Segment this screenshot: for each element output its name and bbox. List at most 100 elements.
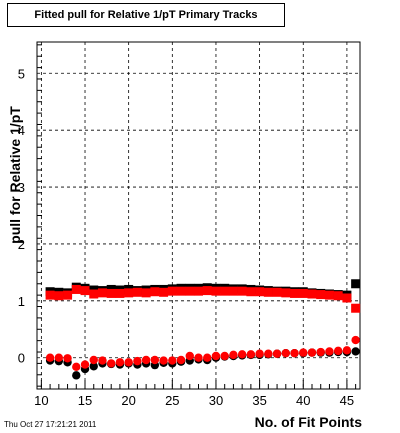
data-point-square: [298, 288, 308, 298]
data-point-square: [80, 286, 90, 296]
data-point-circle: [115, 358, 125, 367]
data-point-circle: [98, 356, 107, 365]
x-tick-label: 25: [165, 393, 179, 408]
data-point-square: [194, 286, 203, 296]
data-point-circle: [325, 347, 334, 356]
y-tick-label: 3: [18, 180, 25, 195]
x-tick-label: 10: [34, 393, 48, 408]
data-point-square: [246, 287, 256, 297]
data-point-circle: [237, 350, 247, 359]
data-point-square: [220, 286, 230, 296]
data-point-square: [106, 288, 116, 298]
y-tick-label: 2: [18, 237, 25, 252]
data-point-square: [159, 287, 169, 297]
data-point-square: [124, 288, 134, 298]
data-point-square: [324, 290, 334, 300]
data-point-circle: [316, 347, 325, 357]
x-axis-label: No. of Fit Points: [255, 414, 363, 430]
data-point-square: [115, 288, 125, 298]
data-point-circle: [185, 351, 194, 361]
data-point-square: [176, 286, 186, 296]
data-point-circle: [351, 347, 360, 356]
data-point-circle: [107, 359, 116, 368]
x-tick-label: 45: [340, 393, 354, 408]
x-tick-label: 20: [121, 393, 135, 408]
data-point-square: [63, 290, 73, 300]
data-point-circle: [63, 354, 72, 363]
x-tick-label: 15: [78, 393, 92, 408]
data-point-circle: [150, 355, 160, 365]
data-points: [45, 279, 361, 380]
data-point-square: [185, 286, 195, 296]
data-point-circle: [194, 353, 203, 362]
data-point-circle: [89, 355, 98, 365]
data-point-circle: [342, 346, 352, 355]
data-point-circle: [45, 353, 55, 362]
data-point-square: [202, 286, 212, 296]
data-point-circle: [333, 346, 343, 356]
y-axis-tick-labels: 0 1 2 3 4 5: [18, 66, 25, 365]
data-point-circle: [255, 349, 264, 358]
data-point-square: [272, 287, 282, 297]
axis-ticks: [37, 44, 357, 389]
plot-frame: [36, 41, 361, 390]
data-point-circle: [272, 349, 282, 358]
data-point-circle: [89, 362, 98, 371]
grid: [37, 42, 360, 389]
x-axis-tick-labels: 10 15 20 25 30 35 40 45: [34, 393, 354, 408]
y-tick-label: 1: [18, 294, 25, 309]
y-tick-label: 0: [18, 351, 25, 366]
data-point-circle: [351, 335, 360, 345]
data-point-square: [211, 286, 221, 296]
data-point-square: [97, 288, 107, 298]
data-point-circle: [124, 358, 133, 367]
data-point-circle: [141, 355, 151, 365]
data-point-circle: [220, 351, 229, 361]
data-point-circle: [159, 356, 168, 365]
data-point-square: [237, 286, 247, 296]
timestamp: Thu Oct 27 17:21:21 2011: [4, 420, 97, 429]
data-point-square: [255, 287, 265, 297]
data-point-circle: [290, 348, 299, 358]
data-point-circle: [299, 348, 308, 357]
data-point-circle: [72, 371, 81, 380]
data-point-square: [333, 291, 343, 301]
data-point-square: [45, 290, 55, 300]
data-point-square: [263, 287, 273, 297]
data-point-circle: [307, 348, 317, 357]
x-tick-label: 35: [252, 393, 266, 408]
data-point-square: [167, 286, 177, 296]
x-tick-label: 30: [209, 393, 223, 408]
data-point-circle: [133, 356, 142, 366]
data-point-square: [150, 287, 160, 297]
data-point-circle: [281, 348, 290, 358]
data-point-square: [351, 279, 361, 289]
y-axis-label: pull for Relative 1/pT: [7, 106, 23, 244]
data-point-square: [228, 286, 238, 296]
data-point-circle: [211, 351, 221, 361]
data-point-circle: [246, 350, 256, 359]
data-point-square: [351, 303, 361, 313]
x-tick-label: 40: [296, 393, 310, 408]
data-point-circle: [80, 360, 90, 369]
data-point-square: [290, 288, 300, 298]
data-point-circle: [203, 353, 212, 362]
data-point-square: [307, 289, 317, 299]
data-point-square: [89, 289, 99, 299]
data-point-circle: [264, 349, 273, 358]
data-point-circle: [229, 350, 238, 360]
data-point-circle: [54, 353, 64, 362]
chart-title: Fitted pull for Relative 1/pT Primary Tr…: [7, 3, 285, 27]
data-point-square: [141, 288, 151, 298]
data-point-square: [281, 288, 291, 298]
data-point-square: [54, 291, 64, 301]
data-point-square: [71, 284, 81, 294]
data-point-circle: [168, 356, 177, 365]
data-point-square: [342, 293, 352, 303]
y-tick-label: 4: [18, 123, 25, 138]
y-tick-label: 5: [18, 66, 25, 81]
data-point-circle: [72, 362, 81, 372]
data-point-square: [132, 287, 142, 297]
data-point-circle: [176, 355, 186, 365]
